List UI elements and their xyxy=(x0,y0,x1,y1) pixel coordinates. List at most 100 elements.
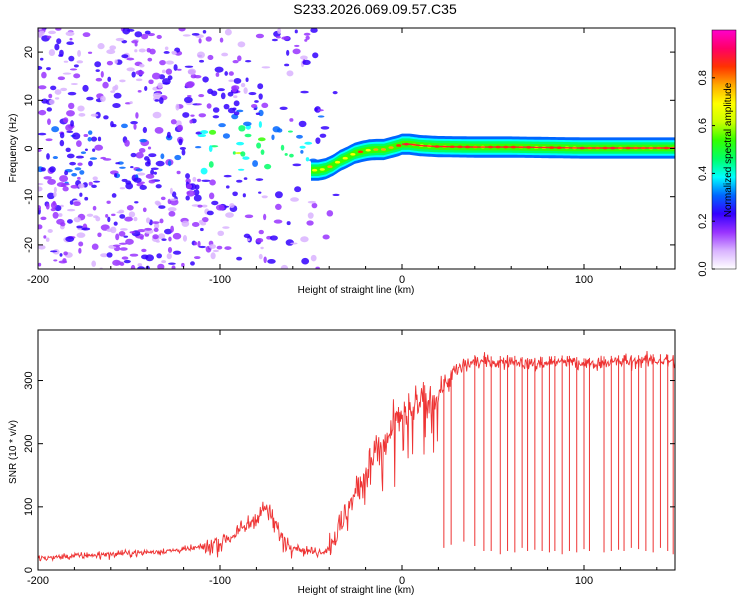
noise-blob xyxy=(306,220,314,226)
noise-blob xyxy=(77,183,85,189)
noise-blob xyxy=(157,90,162,94)
noise-blob xyxy=(150,169,155,176)
noise-blob xyxy=(165,60,174,65)
noise-blob xyxy=(194,145,202,149)
noise-blob xyxy=(71,132,81,140)
noise-blob xyxy=(100,253,109,258)
noise-blob xyxy=(187,94,192,98)
noise-blob xyxy=(53,259,58,262)
noise-blob xyxy=(92,176,98,181)
noise-blob xyxy=(286,70,294,77)
noise-blob xyxy=(58,54,64,57)
noise-blob xyxy=(217,230,225,237)
noise-blob xyxy=(179,147,187,150)
noise-blob xyxy=(279,106,288,110)
noise-blob xyxy=(156,34,162,40)
noise-blob xyxy=(145,254,154,262)
noise-blob xyxy=(181,220,190,227)
colorbar: 0.0 0.2 0.4 0.6 0.8 Normalized spectral ampl… xyxy=(697,29,737,277)
noise-blob xyxy=(124,216,133,222)
noise-blob xyxy=(133,177,142,183)
noise-blob xyxy=(252,160,259,167)
noise-blob xyxy=(106,49,116,55)
noise-blob xyxy=(95,77,103,82)
noise-blob xyxy=(118,209,125,214)
noise-blob xyxy=(65,31,75,37)
noise-blob xyxy=(135,112,139,119)
ridge-band xyxy=(311,140,675,174)
noise-blob xyxy=(155,184,162,189)
noise-blob xyxy=(82,32,91,38)
noise-blob xyxy=(245,77,249,82)
noise-blob xyxy=(312,52,319,59)
noise-blob xyxy=(43,235,47,239)
noise-blob xyxy=(261,102,269,109)
noise-blob xyxy=(174,154,182,161)
noise-blob xyxy=(95,216,101,222)
noise-blob xyxy=(263,256,267,264)
spectrogram-ylabel: Frequency (Hz) xyxy=(8,114,19,183)
noise-blob xyxy=(307,200,317,204)
noise-blob xyxy=(281,36,290,40)
noise-blob xyxy=(197,133,207,138)
noise-blob xyxy=(171,265,176,269)
noise-blob xyxy=(76,232,86,238)
noise-blob xyxy=(112,102,121,109)
noise-blob xyxy=(38,65,43,71)
noise-blob xyxy=(43,176,52,180)
noise-blob xyxy=(176,68,182,71)
noise-blob xyxy=(106,60,114,66)
noise-blob xyxy=(141,248,147,253)
noise-blob xyxy=(244,214,254,219)
noise-blob xyxy=(125,238,134,245)
noise-blob xyxy=(148,179,156,184)
y-tick-label: -20 xyxy=(23,237,35,253)
noise-blob xyxy=(92,180,101,183)
noise-blob xyxy=(70,82,78,86)
noise-blob xyxy=(199,59,205,63)
noise-blob xyxy=(154,127,164,134)
noise-blob xyxy=(208,192,215,200)
noise-blob xyxy=(205,36,212,42)
noise-blob xyxy=(50,85,57,91)
noise-blob xyxy=(111,213,116,217)
noise-blob xyxy=(187,68,197,75)
noise-blob xyxy=(49,166,56,173)
ridge-peak xyxy=(350,152,356,156)
spectrogram-xlabel: Height of straight line (km) xyxy=(298,285,415,296)
noise-blob xyxy=(304,141,313,145)
noise-blob xyxy=(260,149,265,155)
noise-blob xyxy=(106,200,111,204)
noise-blob xyxy=(88,181,93,186)
colorbar-tick-label: 0.8 xyxy=(697,70,709,85)
noise-blob xyxy=(79,192,83,197)
noise-blob xyxy=(212,249,219,253)
noise-blob xyxy=(253,107,258,111)
noise-blob xyxy=(300,90,309,94)
noise-blob xyxy=(139,184,147,191)
noise-blob xyxy=(76,60,84,64)
noise-blob xyxy=(171,51,177,55)
noise-blob xyxy=(290,242,298,245)
noise-blob xyxy=(46,192,55,200)
noise-blob xyxy=(69,68,78,71)
noise-blob xyxy=(86,213,94,217)
noise-blob xyxy=(78,247,82,254)
noise-blob xyxy=(271,134,275,141)
noise-blob xyxy=(144,86,148,91)
noise-blob xyxy=(91,260,97,267)
noise-blob xyxy=(193,194,202,202)
noise-blob xyxy=(237,55,242,62)
noise-blob xyxy=(232,191,238,197)
noise-blob xyxy=(77,105,85,112)
noise-blob xyxy=(114,84,119,91)
noise-blob xyxy=(40,216,47,221)
noise-blob xyxy=(121,39,128,44)
noise-blob xyxy=(258,93,263,100)
noise-blob xyxy=(258,121,262,128)
noise-blob xyxy=(159,59,166,66)
noise-blob xyxy=(50,201,57,209)
noise-blob xyxy=(124,139,130,147)
noise-blob xyxy=(128,211,136,218)
noise-blob xyxy=(176,170,181,175)
